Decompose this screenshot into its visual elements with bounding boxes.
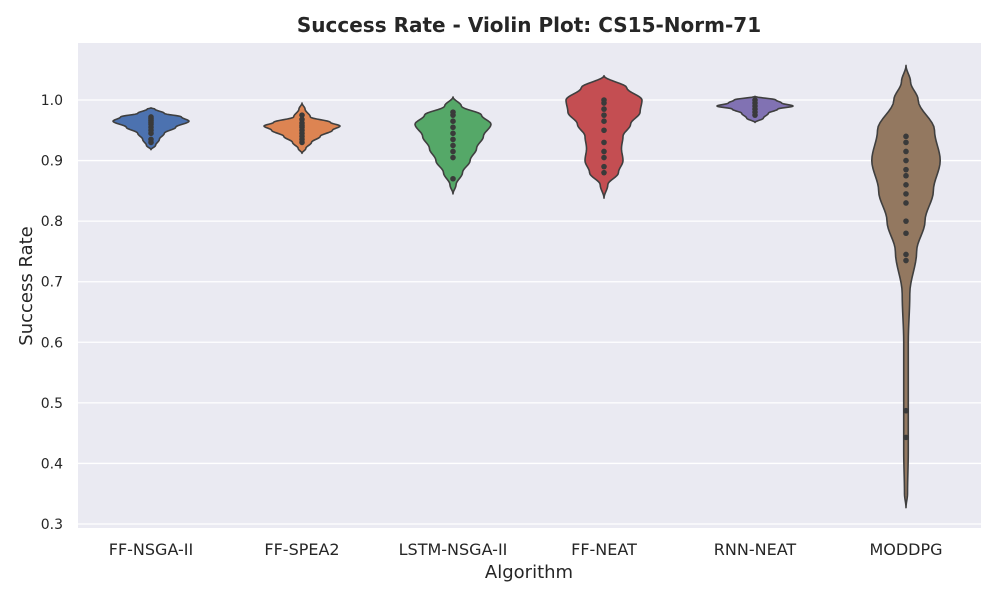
data-point <box>601 112 607 118</box>
data-point <box>148 136 154 143</box>
x-tick-labels: FF-NSGA-II FF-SPEA2 LSTM-NSGA-II FF-NEAT RNN… <box>109 540 943 559</box>
data-point <box>601 148 607 155</box>
violin-ff-spea2 <box>263 102 341 155</box>
data-point <box>903 172 909 179</box>
data-point <box>450 154 456 161</box>
data-point <box>601 154 607 161</box>
y-tick-label: 0.7 <box>41 275 63 291</box>
y-tick-label: 0.5 <box>41 396 63 412</box>
data-point <box>903 218 909 224</box>
data-point <box>903 251 909 258</box>
data-point <box>601 106 607 112</box>
data-point <box>601 97 607 103</box>
data-point <box>601 163 607 170</box>
y-tick-label: 0.4 <box>41 456 63 472</box>
data-point <box>450 175 456 182</box>
y-tick-label: 1.0 <box>41 93 63 109</box>
y-tick-label: 0.6 <box>41 335 63 351</box>
data-point <box>601 118 607 124</box>
violin-body <box>565 74 643 199</box>
violin-points <box>148 114 154 146</box>
y-tick-label: 0.8 <box>41 214 63 230</box>
data-point <box>450 118 456 124</box>
y-axis-title: Success Rate <box>16 226 37 345</box>
data-point <box>903 230 909 237</box>
violin-points <box>752 97 758 118</box>
data-point <box>299 112 305 118</box>
x-tick-label: FF-NEAT <box>571 540 637 559</box>
data-point <box>903 182 909 188</box>
violin-body <box>871 64 941 509</box>
plot-background <box>78 43 981 528</box>
data-point <box>148 114 154 120</box>
data-point <box>903 133 909 140</box>
data-point <box>903 200 909 206</box>
data-point <box>450 124 456 131</box>
data-point <box>450 136 456 143</box>
y-tick-label: 0.9 <box>41 154 63 170</box>
violin-moddpg <box>871 64 941 509</box>
data-point <box>903 166 909 173</box>
x-tick-label: FF-NSGA-II <box>109 540 194 559</box>
x-tick-label: LSTM-NSGA-II <box>399 540 508 559</box>
violin-rnn-neat <box>716 95 794 124</box>
y-tick-label: 0.3 <box>41 517 63 533</box>
grid-lines <box>78 99 981 525</box>
violin-lstm-nsga-ii <box>414 96 492 195</box>
data-point <box>299 116 305 123</box>
data-point <box>752 97 758 103</box>
x-tick-label: RNN-NEAT <box>714 540 797 559</box>
data-point <box>903 157 909 164</box>
data-point <box>450 109 456 115</box>
chart-title: Success Rate - Violin Plot: CS15-Norm-71 <box>296 13 762 37</box>
data-point <box>903 407 909 414</box>
violin-ff-neat <box>565 74 643 199</box>
x-tick-label: MODDPG <box>869 540 942 559</box>
data-point <box>903 434 909 441</box>
data-point <box>903 191 909 197</box>
x-axis-title: Algorithm <box>485 562 573 583</box>
violin-points <box>299 112 305 146</box>
data-point <box>450 142 456 149</box>
data-point <box>450 148 456 155</box>
violin-points <box>903 133 909 441</box>
data-point <box>450 130 456 137</box>
data-point <box>601 139 607 146</box>
x-tick-label: FF-SPEA2 <box>264 540 339 559</box>
violin-points <box>601 97 607 176</box>
data-point <box>903 257 909 264</box>
y-tick-labels: 0.3 0.4 0.5 0.6 0.7 0.8 0.9 1.0 <box>41 93 63 533</box>
data-point <box>601 127 607 134</box>
data-point <box>903 148 909 155</box>
data-point <box>903 139 909 146</box>
violins <box>112 64 941 509</box>
violin-points <box>450 109 456 182</box>
violin-ff-nsga-ii <box>112 107 190 151</box>
data-point <box>601 169 607 176</box>
